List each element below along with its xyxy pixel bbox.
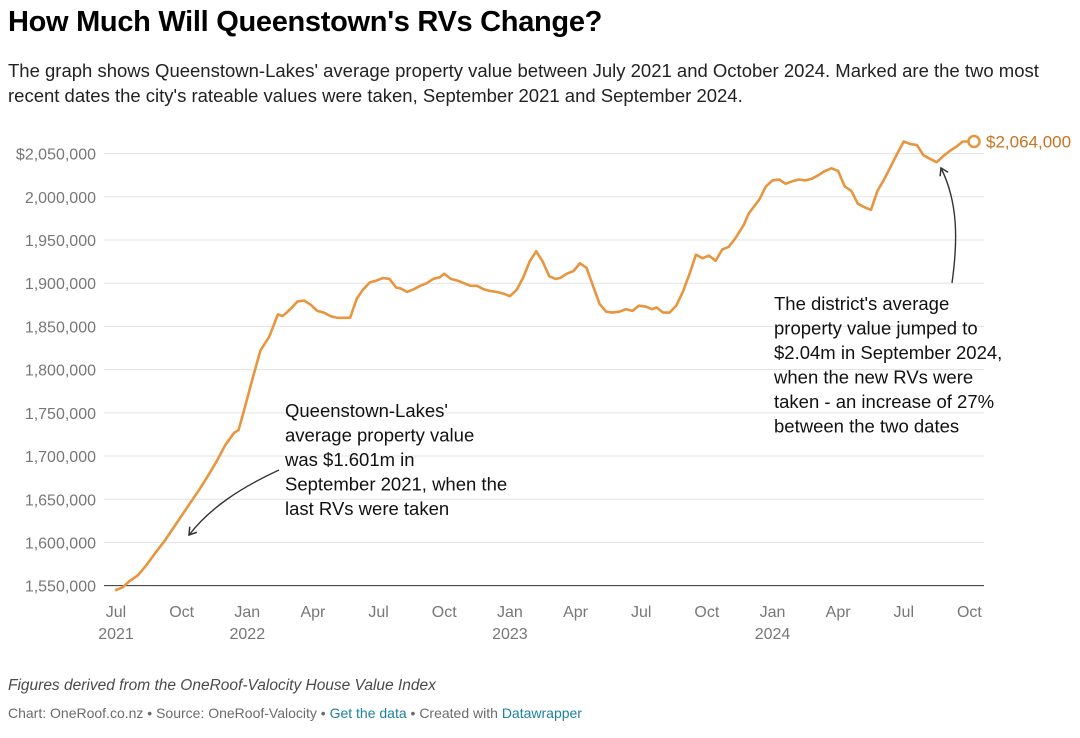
x-tick-label: Jul bbox=[368, 604, 388, 621]
get-the-data-link[interactable]: Get the data bbox=[329, 705, 407, 721]
x-tick-label: Jul bbox=[631, 604, 651, 621]
data-series: $2,064,000 bbox=[114, 133, 1071, 592]
datawrapper-link[interactable]: Datawrapper bbox=[501, 705, 582, 721]
x-tick-label: Apr bbox=[826, 604, 852, 621]
x-tick-label: Oct bbox=[957, 604, 982, 621]
annotation-left: Queenstown-Lakes' average property value w… bbox=[284, 400, 507, 519]
credit-line: Chart: OneRoof.co.nz • Source: OneRoof-V… bbox=[8, 705, 582, 721]
chart-subtitle: The graph shows Queenstown-Lakes' averag… bbox=[8, 60, 1039, 106]
x-tick-label: Oct bbox=[694, 604, 719, 621]
y-tick-label: 1,700,000 bbox=[25, 449, 96, 466]
y-tick-label: 1,550,000 bbox=[25, 579, 96, 596]
x-tick-label: Jan bbox=[234, 604, 260, 621]
line-chart: 1,550,000 1,600,000 1,650,000 1,700,000 1,75… bbox=[16, 133, 1071, 643]
x-tick-label: Oct bbox=[169, 604, 194, 621]
x-tick-label: Jan bbox=[760, 604, 786, 621]
annotation-arrow-right bbox=[939, 166, 957, 284]
x-tick-label: Jan bbox=[497, 604, 523, 621]
x-tick-year: 2024 bbox=[755, 626, 791, 643]
x-axis: Jul 2021 Oct Jan 2022 Apr Jul Oct Jan 2023 Apr Jul O… bbox=[98, 604, 982, 643]
chart-title: How Much Will Queenstown's RVs Change? bbox=[8, 6, 603, 38]
x-tick-year: 2021 bbox=[98, 626, 134, 643]
y-tick-label: 1,650,000 bbox=[25, 492, 96, 509]
x-tick-label: Apr bbox=[300, 604, 326, 621]
y-tick-label: 1,800,000 bbox=[25, 363, 96, 380]
x-tick-label: Apr bbox=[563, 604, 589, 621]
y-tick-label: 1,900,000 bbox=[25, 276, 96, 293]
annotation-right: The district's average property value jum… bbox=[773, 293, 1002, 437]
annotations: Queenstown-Lakes' average property value w… bbox=[188, 166, 1002, 537]
credit-middle: • Created with bbox=[406, 705, 502, 721]
source-note: Figures derived from the OneRoof-Valocit… bbox=[8, 677, 436, 694]
x-tick-label: Jul bbox=[106, 604, 126, 621]
x-tick-year: 2022 bbox=[230, 626, 266, 643]
y-tick-label: $2,050,000 bbox=[16, 147, 96, 164]
credit-prefix: Chart: OneRoof.co.nz • Source: OneRoof-V… bbox=[8, 705, 330, 721]
series-line bbox=[114, 140, 978, 592]
end-point bbox=[967, 134, 981, 149]
y-tick-label: 2,000,000 bbox=[25, 190, 96, 207]
y-tick-label: 1,950,000 bbox=[25, 233, 96, 250]
y-tick-label: 1,850,000 bbox=[25, 319, 96, 336]
x-tick-label: Jul bbox=[894, 604, 914, 621]
annotation-arrow-left bbox=[188, 469, 280, 537]
end-value-label: $2,064,000 bbox=[986, 133, 1071, 152]
y-tick-label: 1,600,000 bbox=[25, 535, 96, 552]
x-tick-label: Oct bbox=[432, 604, 457, 621]
x-tick-year: 2023 bbox=[492, 626, 528, 643]
gridlines bbox=[104, 153, 984, 587]
y-tick-label: 1,750,000 bbox=[25, 406, 96, 423]
y-axis: 1,550,000 1,600,000 1,650,000 1,700,000 1,75… bbox=[16, 147, 96, 596]
